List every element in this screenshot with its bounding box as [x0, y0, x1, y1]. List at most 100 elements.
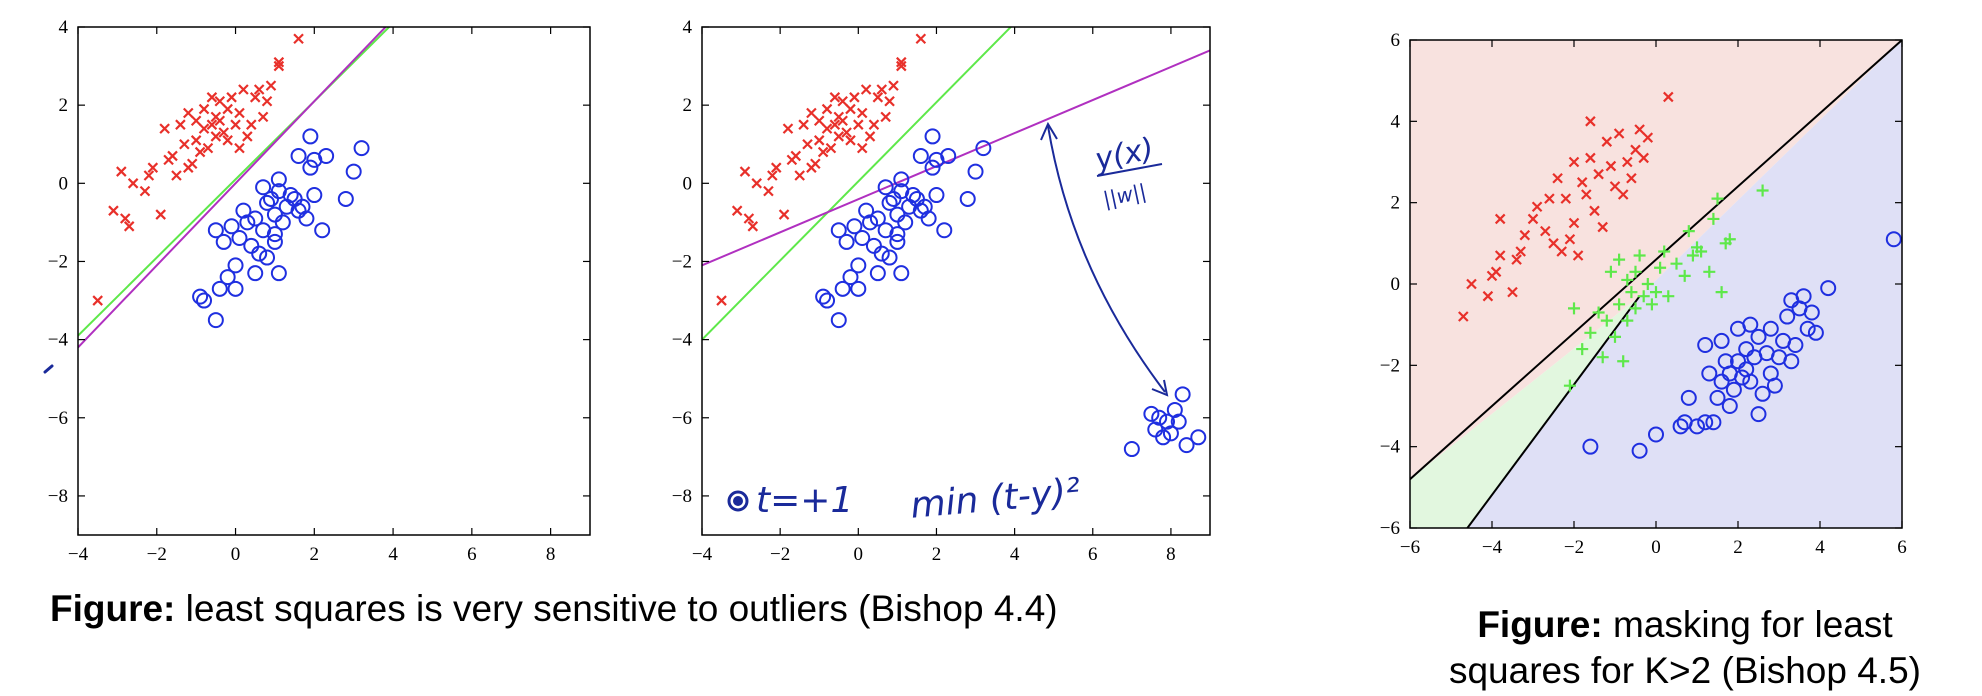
data-point-cross	[92, 295, 103, 306]
data-point-circle	[1689, 418, 1705, 435]
data-point-cross	[790, 150, 802, 162]
data-point-circle	[207, 222, 224, 239]
data-point-plus	[1629, 265, 1642, 278]
plot-area	[1410, 40, 1902, 528]
x-tick-label: −4	[68, 544, 89, 565]
data-point-plus	[1695, 245, 1708, 258]
data-point-circle	[1648, 426, 1664, 443]
data-point-cross	[798, 119, 809, 130]
data-point-cross	[845, 135, 856, 146]
data-point-circle	[842, 269, 859, 286]
data-point-cross	[1572, 250, 1584, 261]
data-point-cross	[214, 115, 226, 127]
data-point-circle	[1123, 441, 1140, 458]
data-point-circle	[850, 280, 867, 297]
data-point-circle	[889, 226, 906, 243]
data-point-cross	[845, 103, 856, 115]
data-point-circle	[846, 218, 863, 235]
data-point-circle	[1742, 316, 1759, 333]
data-point-circle	[227, 257, 244, 274]
data-point-cross	[159, 123, 170, 134]
data-point-circle	[885, 190, 902, 207]
plot-area	[702, 27, 1210, 458]
data-point-plus	[1600, 314, 1613, 327]
legend-circle-marker	[727, 490, 749, 512]
data-point-cross	[1490, 266, 1502, 278]
data-point-cross	[155, 209, 166, 220]
data-point-circle	[259, 194, 276, 211]
boundary-line-2	[702, 49, 1210, 267]
data-point-cross	[876, 84, 888, 95]
decision-region-2	[1467, 40, 1902, 528]
arrow-head-top	[1040, 121, 1058, 141]
data-point-circle	[1713, 373, 1730, 390]
data-point-plus	[1563, 379, 1576, 392]
boundary-line-2	[78, 27, 387, 349]
data-point-circle	[1762, 320, 1779, 337]
data-point-cross	[179, 138, 190, 150]
data-point-plus	[1703, 265, 1716, 278]
data-point-plus	[1715, 286, 1728, 299]
data-point-cross	[860, 84, 872, 95]
data-point-cross	[1626, 172, 1637, 184]
data-point-circle	[302, 128, 319, 145]
data-point-plus	[1723, 233, 1736, 246]
data-point-cross	[1585, 152, 1596, 164]
data-point-cross	[751, 178, 762, 189]
data-point-cross	[1466, 278, 1477, 290]
data-point-cross	[821, 123, 833, 134]
chart-3: −6 −4 −2 0 2 4 6 −6 −4 −2 0 2 4 6	[1380, 30, 1907, 558]
data-point-circle	[1672, 418, 1689, 435]
data-point-plus	[1629, 302, 1642, 315]
x-tick-label: −6	[1400, 537, 1420, 558]
data-point-circle	[1803, 304, 1820, 321]
data-point-cross	[872, 92, 884, 103]
data-point-circle	[1190, 429, 1207, 446]
boundary-line-1	[1410, 40, 1902, 480]
data-point-cross	[915, 33, 927, 45]
data-point-cross	[293, 33, 304, 45]
data-point-cross	[234, 142, 245, 154]
x-tick-label: 2	[310, 544, 320, 565]
data-point-circle	[223, 218, 240, 235]
data-point-circle	[1750, 406, 1767, 423]
data-point-cross	[743, 213, 755, 224]
y-tick-label: −4	[672, 330, 693, 351]
data-point-plus	[1641, 278, 1654, 290]
y-tick-label: −6	[672, 408, 692, 429]
data-point-cross	[198, 123, 210, 134]
data-point-circle	[1631, 442, 1648, 459]
data-point-circle	[869, 265, 886, 282]
data-point-circle	[1155, 429, 1172, 446]
data-point-cross	[1511, 254, 1522, 265]
data-point-cross	[813, 115, 825, 127]
y-tick-label: 4	[59, 17, 69, 38]
data-point-circle	[1697, 414, 1714, 431]
data-point-cross	[1560, 193, 1572, 204]
data-point-cross	[1589, 205, 1600, 217]
plot-area	[78, 27, 391, 349]
data-point-cross	[817, 146, 829, 158]
data-point-cross	[253, 84, 265, 95]
data-point-circle	[967, 163, 984, 180]
data-point-cross	[880, 111, 891, 123]
data-point-circle	[1799, 320, 1816, 337]
data-point-circle	[266, 233, 283, 250]
data-point-cross	[198, 103, 210, 115]
data-point-circle	[1820, 280, 1837, 297]
data-point-cross	[218, 127, 230, 138]
data-point-circle	[239, 214, 256, 231]
data-point-circle	[1807, 324, 1824, 341]
data-point-plus	[1592, 306, 1605, 319]
data-point-circle	[219, 269, 236, 286]
data-point-cross	[1482, 290, 1494, 302]
data-point-cross	[206, 119, 218, 130]
data-point-cross	[119, 213, 131, 224]
data-point-cross	[246, 119, 257, 130]
handwritten-annotations: y(x)||w||t=+1 min (t-y)²	[43, 121, 1169, 527]
data-point-cross	[1617, 189, 1629, 200]
data-point-plus	[1568, 302, 1580, 315]
y-tick-label: 2	[683, 95, 693, 116]
data-point-cross	[1622, 156, 1633, 168]
